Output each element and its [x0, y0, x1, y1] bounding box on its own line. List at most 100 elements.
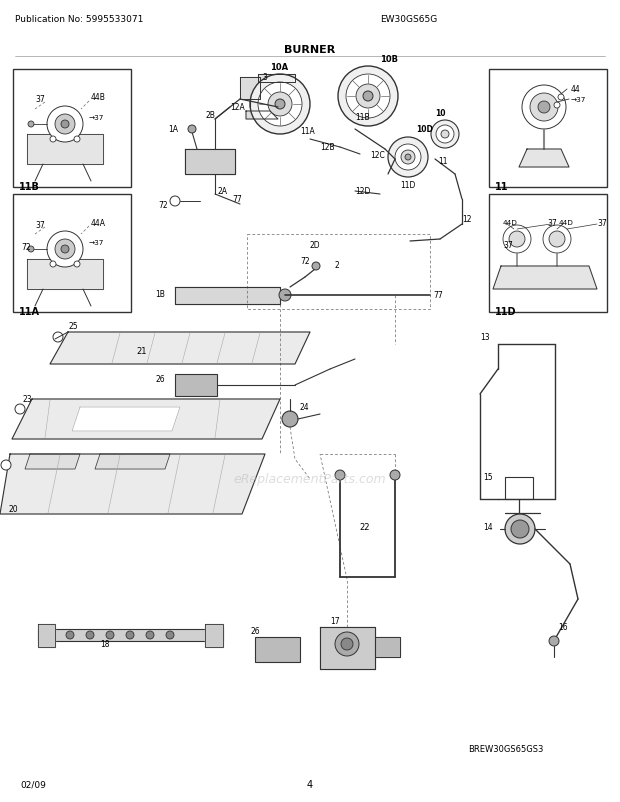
Circle shape: [558, 95, 564, 101]
Text: 37: 37: [35, 221, 45, 229]
Circle shape: [338, 67, 398, 127]
Circle shape: [55, 115, 75, 135]
Text: 2A: 2A: [218, 187, 228, 196]
Text: 37: 37: [597, 218, 607, 227]
Bar: [489, 70, 607, 188]
Polygon shape: [185, 150, 235, 175]
Circle shape: [166, 631, 174, 639]
Polygon shape: [27, 135, 103, 164]
Circle shape: [146, 631, 154, 639]
Text: 11A: 11A: [300, 128, 315, 136]
Text: 18: 18: [100, 640, 110, 649]
Circle shape: [335, 632, 359, 656]
Circle shape: [363, 92, 373, 102]
Circle shape: [522, 86, 566, 130]
Text: →37: →37: [571, 97, 587, 103]
Polygon shape: [50, 333, 310, 365]
Text: 44B: 44B: [91, 93, 106, 103]
Text: Publication No: 5995533071: Publication No: 5995533071: [15, 15, 143, 24]
Text: 10: 10: [435, 108, 446, 117]
Circle shape: [549, 636, 559, 646]
Circle shape: [511, 520, 529, 538]
Circle shape: [388, 138, 428, 178]
Text: 12A: 12A: [230, 103, 245, 112]
Circle shape: [74, 261, 80, 268]
Circle shape: [549, 232, 565, 248]
Polygon shape: [519, 150, 569, 168]
Text: 10B: 10B: [380, 55, 398, 63]
Circle shape: [47, 107, 83, 143]
Circle shape: [50, 137, 56, 143]
Circle shape: [282, 411, 298, 427]
Text: 20: 20: [8, 505, 17, 514]
Circle shape: [505, 514, 535, 545]
Bar: [175, 375, 217, 396]
Text: 11B: 11B: [355, 112, 370, 121]
Circle shape: [509, 232, 525, 248]
Polygon shape: [25, 455, 80, 469]
Circle shape: [390, 471, 400, 480]
Circle shape: [431, 121, 459, 149]
Text: →37: →37: [89, 115, 104, 121]
Text: 1A: 1A: [168, 125, 178, 134]
Text: 44D: 44D: [559, 220, 574, 225]
Text: 77: 77: [232, 195, 242, 205]
Polygon shape: [0, 455, 265, 514]
Circle shape: [554, 103, 560, 109]
Text: 11B: 11B: [19, 182, 40, 192]
Polygon shape: [240, 78, 260, 100]
Text: 11A: 11A: [19, 306, 40, 317]
Text: →37: →37: [89, 240, 104, 245]
Circle shape: [258, 83, 302, 127]
Text: 26: 26: [156, 375, 165, 384]
Polygon shape: [12, 399, 280, 439]
Bar: [505, 477, 533, 500]
Text: 14: 14: [483, 523, 493, 532]
Circle shape: [170, 196, 180, 207]
Circle shape: [53, 333, 63, 342]
Polygon shape: [493, 267, 597, 290]
Polygon shape: [246, 111, 278, 119]
Text: 72: 72: [158, 200, 167, 209]
Circle shape: [275, 100, 285, 110]
Polygon shape: [95, 455, 170, 469]
Circle shape: [47, 232, 83, 268]
Circle shape: [74, 137, 80, 143]
Circle shape: [250, 75, 310, 135]
Text: 4: 4: [307, 779, 313, 789]
Text: 37: 37: [547, 218, 557, 227]
Circle shape: [356, 85, 380, 109]
Text: 44A: 44A: [91, 218, 106, 227]
Bar: [489, 195, 607, 313]
Circle shape: [188, 126, 196, 134]
Circle shape: [61, 245, 69, 253]
Text: 12D: 12D: [355, 187, 370, 196]
Text: BURNER: BURNER: [285, 45, 335, 55]
Circle shape: [335, 471, 345, 480]
Text: 2B: 2B: [205, 111, 215, 119]
Text: 24: 24: [300, 403, 309, 412]
Polygon shape: [258, 75, 295, 83]
Polygon shape: [205, 624, 223, 647]
Text: 12B: 12B: [320, 144, 335, 152]
Text: 12C: 12C: [370, 150, 385, 160]
Bar: [13, 195, 131, 313]
Circle shape: [28, 122, 34, 128]
Circle shape: [395, 145, 421, 171]
Text: 15: 15: [483, 473, 493, 482]
Text: 25: 25: [68, 322, 78, 331]
Text: BREW30GS65GS3: BREW30GS65GS3: [468, 744, 543, 754]
Polygon shape: [320, 627, 375, 669]
Text: 11: 11: [438, 157, 448, 166]
Circle shape: [346, 75, 390, 119]
Text: EW30GS65G: EW30GS65G: [380, 15, 437, 24]
Circle shape: [441, 131, 449, 139]
Text: 13: 13: [480, 333, 490, 342]
Text: 2D: 2D: [310, 241, 321, 249]
Text: 72: 72: [300, 257, 310, 266]
Text: 3: 3: [262, 74, 267, 83]
Circle shape: [50, 261, 56, 268]
Circle shape: [341, 638, 353, 650]
Polygon shape: [72, 407, 180, 431]
Circle shape: [55, 240, 75, 260]
